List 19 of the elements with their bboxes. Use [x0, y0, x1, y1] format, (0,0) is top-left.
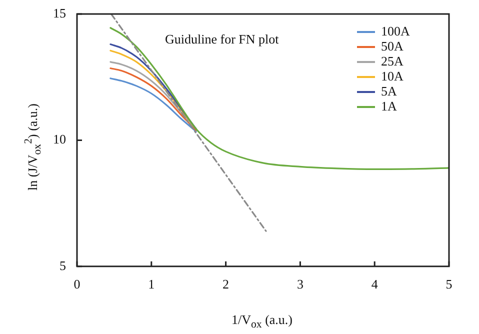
line-series — [110, 27, 449, 170]
x-axis-title: 1/V$_{ox}$ (a.u.) — [230, 312, 294, 331]
x-tick-label: 4 — [371, 276, 378, 292]
legend-label: 5A — [381, 83, 398, 98]
y-tick-label: 10 — [53, 132, 66, 147]
x-tick-label: 0 — [74, 276, 80, 292]
annotation: Guiduline for FN plot — [165, 31, 280, 46]
x-tick-label: 2 — [222, 276, 230, 292]
legend-label: 100A — [381, 23, 410, 38]
y-tick-label: 5 — [60, 258, 66, 273]
x-tick-label: 5 — [446, 276, 452, 292]
legend-label: 10A — [381, 68, 404, 84]
legend-label: 25A — [381, 53, 404, 68]
x-tick-label: 1 — [148, 276, 155, 292]
line-series — [110, 78, 197, 132]
x-tick-label: 3 — [296, 276, 304, 292]
y-tick-label: 15 — [53, 5, 66, 20]
legend-label: 1A — [381, 98, 398, 114]
legend-label: 50A — [381, 38, 404, 54]
